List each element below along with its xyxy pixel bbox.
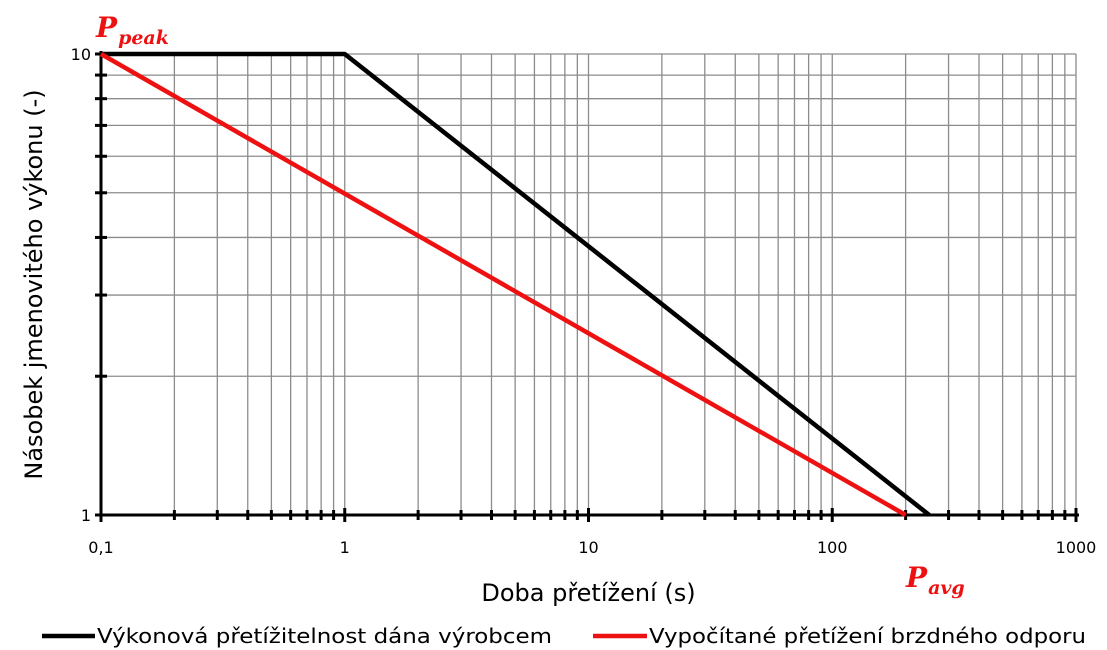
legend-label: Vypočítané přetížení brzdného odporu — [649, 624, 1086, 648]
x-tick-label: 1 — [340, 538, 350, 557]
x-tick-label: 100 — [817, 538, 848, 557]
y-axis-title: Násobek jmenovitého výkonu (-) — [20, 89, 48, 479]
axes — [95, 51, 1079, 522]
x-axis-title: Doba přetížení (s) — [481, 579, 695, 607]
series-line-manufacturer — [101, 51, 931, 517]
x-tick-label: 1000 — [1056, 538, 1097, 557]
legend: Výkonová přetížitelnost dána výrobcem Vyp… — [42, 624, 1086, 648]
series-layer — [99, 51, 931, 517]
y-tick-label: 1 — [81, 506, 91, 525]
annotation-p-peak: Ppeak — [95, 11, 169, 49]
x-tick-label: 10 — [578, 538, 598, 557]
labels-layer: 0,1 1 10 100 1000 1 10 Doba přetížení (s) Násobe… — [20, 11, 1096, 607]
y-tick-label: 10 — [71, 45, 91, 64]
x-tick-label: 0,1 — [88, 538, 113, 557]
grid — [101, 53, 1077, 515]
series-line-calculated — [99, 52, 907, 517]
annotation-p-avg: Pavg — [905, 561, 965, 599]
legend-label: Výkonová přetížitelnost dána výrobcem — [97, 624, 552, 648]
